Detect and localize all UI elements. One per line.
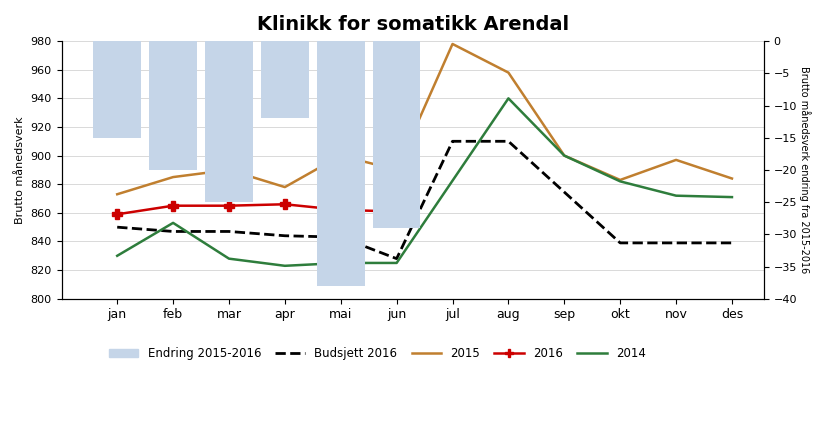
- Title: Klinikk for somatikk Arendal: Klinikk for somatikk Arendal: [257, 15, 569, 34]
- Y-axis label: Brutto månedsverk: Brutto månedsverk: [15, 116, 25, 224]
- Bar: [373, 41, 420, 228]
- Bar: [261, 41, 309, 118]
- Bar: [205, 41, 253, 202]
- Bar: [317, 41, 364, 286]
- Legend: Endring 2015-2016, Budsjett 2016, 2015, 2016, 2014: Endring 2015-2016, Budsjett 2016, 2015, …: [104, 343, 651, 365]
- Bar: [150, 41, 197, 170]
- Y-axis label: Brutto månedsverk endring fra 2015-2016: Brutto månedsverk endring fra 2015-2016: [799, 66, 811, 274]
- Bar: [93, 41, 141, 138]
